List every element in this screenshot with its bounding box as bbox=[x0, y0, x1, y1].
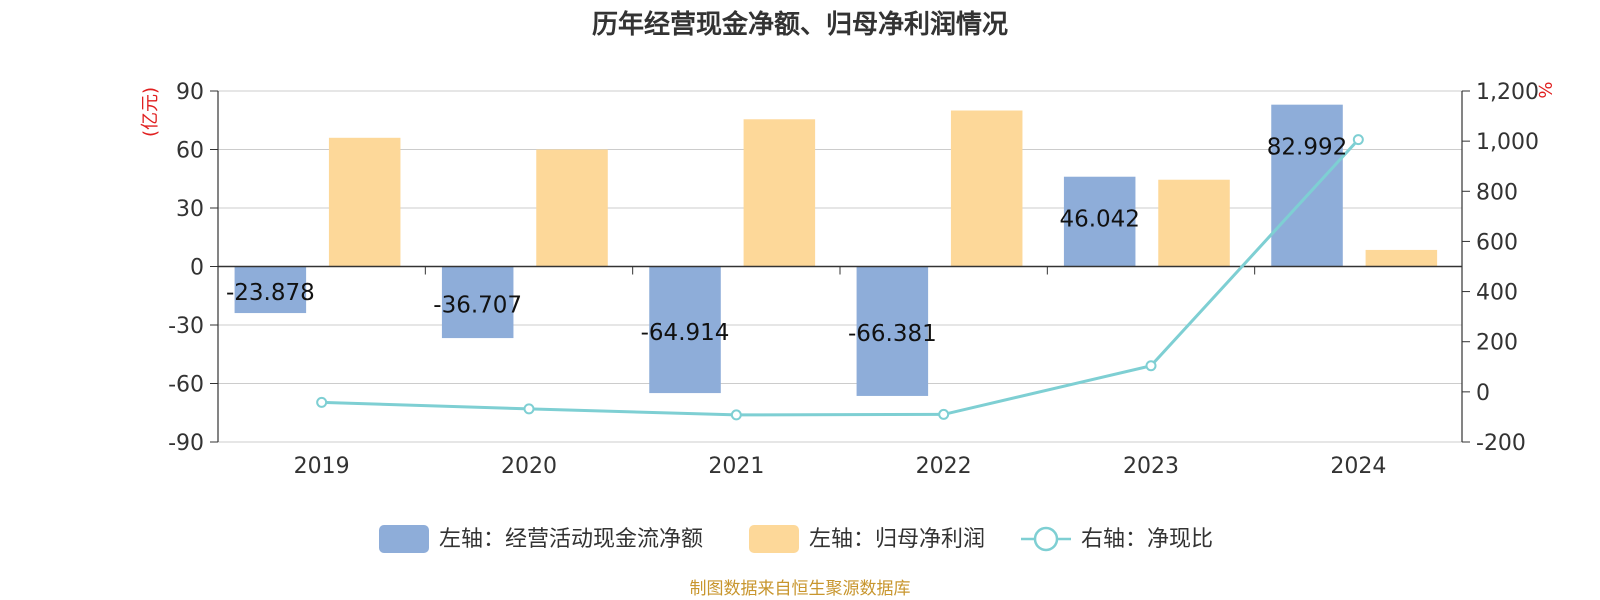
x-tick-label: 2023 bbox=[1123, 454, 1179, 479]
bar-profit bbox=[328, 137, 401, 267]
axes bbox=[210, 90, 1470, 443]
data-label-cashflow: -64.914 bbox=[641, 320, 730, 346]
legend-label-cashflow: 左轴：经营活动现金流净额 bbox=[439, 527, 703, 552]
left-axis-unit: (亿元) bbox=[140, 87, 161, 137]
data-label-cashflow: 82.992 bbox=[1267, 135, 1347, 161]
bar-profit bbox=[536, 149, 608, 267]
data-label-cashflow: -66.381 bbox=[848, 321, 937, 347]
x-tick-label: 2020 bbox=[501, 454, 557, 479]
right-tick-label: 800 bbox=[1476, 180, 1518, 205]
bar-cashflow bbox=[1063, 176, 1136, 267]
right-tick-label: 1,200 bbox=[1476, 80, 1539, 105]
x-tick-label: 2022 bbox=[916, 454, 972, 479]
bars bbox=[234, 104, 1438, 396]
tick-labels: 9060300-30-60-901,2001,0008006004002000-… bbox=[168, 80, 1539, 479]
right-tick-label: 200 bbox=[1476, 331, 1518, 356]
bar-profit bbox=[950, 110, 1023, 267]
x-tick-label: 2019 bbox=[294, 454, 350, 479]
x-tick-label: 2024 bbox=[1330, 454, 1386, 479]
ratio-point bbox=[523, 403, 535, 415]
ratio-point bbox=[938, 408, 950, 420]
right-tick-label: -200 bbox=[1476, 431, 1526, 456]
left-tick-label: -90 bbox=[168, 431, 204, 456]
data-labels: -23.878 -36.707 -64.914 -66.381 46.042 82.992 bbox=[226, 135, 1347, 348]
data-label-cashflow: 46.042 bbox=[1059, 207, 1139, 233]
bar-cashflow bbox=[234, 266, 307, 314]
bar-cashflow bbox=[1271, 104, 1343, 267]
legend-label-profit: 左轴：归母净利润 bbox=[809, 527, 985, 552]
legend-marker-ratio bbox=[1033, 526, 1059, 552]
left-tick-label: 60 bbox=[176, 139, 204, 164]
bar-profit bbox=[1365, 249, 1438, 267]
left-tick-label: 90 bbox=[176, 80, 204, 105]
x-tick-label: 2021 bbox=[708, 454, 764, 479]
ratio-line bbox=[316, 134, 1364, 421]
ratio-line-path bbox=[321, 138, 1360, 417]
bar-profit bbox=[1158, 179, 1230, 267]
right-tick-label: 1,000 bbox=[1476, 130, 1539, 155]
ratio-point bbox=[1352, 134, 1364, 146]
bar-cashflow bbox=[856, 266, 929, 396]
legend-swatch-cashflow bbox=[379, 525, 429, 553]
bar-profit bbox=[743, 119, 816, 267]
left-tick-label: 30 bbox=[176, 197, 204, 222]
legend: 左轴：经营活动现金流净额 左轴：归母净利润 右轴：净现比 bbox=[379, 525, 1213, 553]
bar-cashflow bbox=[441, 266, 514, 339]
right-tick-label: 0 bbox=[1476, 381, 1490, 406]
chart-title: 历年经营现金净额、归母净利润情况 bbox=[592, 9, 1008, 40]
ratio-point bbox=[730, 409, 742, 421]
left-tick-label: -60 bbox=[168, 373, 204, 398]
ratio-point bbox=[1145, 360, 1157, 372]
source-note: 制图数据来自恒生聚源数据库 bbox=[690, 579, 911, 599]
right-tick-label: 600 bbox=[1476, 230, 1518, 255]
legend-label-ratio: 右轴：净现比 bbox=[1081, 527, 1213, 552]
data-label-cashflow: -36.707 bbox=[433, 292, 522, 318]
left-tick-label: -30 bbox=[168, 314, 204, 339]
ratio-point bbox=[316, 396, 328, 408]
right-axis-unit: % bbox=[1534, 81, 1555, 98]
data-label-cashflow: -23.878 bbox=[226, 280, 315, 306]
grid-lines bbox=[218, 90, 1462, 443]
legend-swatch-profit bbox=[749, 525, 799, 553]
left-tick-label: 0 bbox=[190, 256, 204, 281]
bar-cashflow bbox=[649, 266, 721, 394]
right-tick-label: 400 bbox=[1476, 281, 1518, 306]
